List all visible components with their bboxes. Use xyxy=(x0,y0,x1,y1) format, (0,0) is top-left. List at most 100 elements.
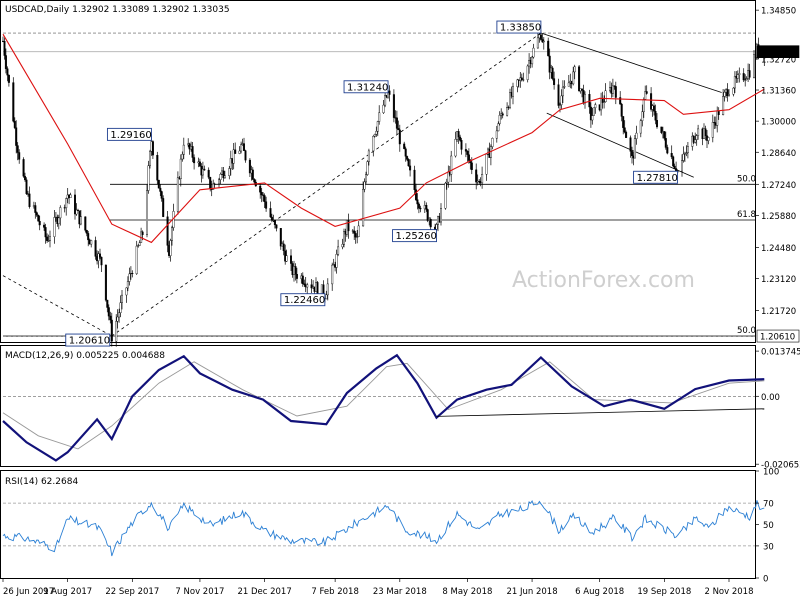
candle-body xyxy=(242,143,245,151)
macd-line xyxy=(2,353,765,462)
candle-body xyxy=(629,137,632,152)
candle-body xyxy=(384,95,387,106)
candle-body xyxy=(512,86,515,97)
x-tick-label: 19 Sep 2018 xyxy=(637,587,691,597)
candle-body xyxy=(73,194,76,215)
candle-body xyxy=(459,136,462,141)
candle-body xyxy=(275,224,278,229)
fib-level-label: 50.0 xyxy=(737,174,756,184)
candle-body xyxy=(375,131,378,135)
candle-body xyxy=(409,165,412,171)
x-tick-label: 21 Dec 2017 xyxy=(237,587,291,597)
candle-body xyxy=(403,143,406,149)
candle-body xyxy=(532,47,535,58)
candle-body xyxy=(697,128,700,136)
candle-body xyxy=(354,233,357,238)
candle-body xyxy=(481,173,484,184)
candle-body xyxy=(212,183,215,190)
level-annotation-box xyxy=(343,80,389,94)
candle-body xyxy=(744,79,747,81)
candle-body xyxy=(326,283,329,296)
candle-body xyxy=(559,104,562,106)
candle-body xyxy=(301,275,304,284)
candle-body xyxy=(37,214,40,222)
price-axis-tag-label: 1.20610 xyxy=(760,333,795,343)
candle-body xyxy=(611,85,614,94)
candle-body xyxy=(444,182,447,209)
candle-body xyxy=(13,120,16,128)
candle-body xyxy=(435,224,438,230)
candle-body xyxy=(450,155,453,175)
x-tick-label: 21 Jun 2018 xyxy=(506,587,557,597)
candle-body xyxy=(104,264,107,301)
candle-body xyxy=(228,168,231,177)
candle-body xyxy=(753,54,756,78)
x-tick-label: 26 Jun 2017 xyxy=(3,587,54,597)
price-axis-tag xyxy=(756,329,800,343)
candle-body xyxy=(673,165,676,169)
candle-body xyxy=(238,150,241,154)
level-annotation-text: 1.20610 xyxy=(69,336,110,347)
candle-body xyxy=(664,138,667,148)
candle-body xyxy=(285,255,288,262)
candle-body xyxy=(425,204,428,210)
candle-body xyxy=(557,84,560,106)
candle-body xyxy=(110,319,113,342)
candle-body xyxy=(310,284,313,289)
candle-body xyxy=(138,242,141,246)
price-panel-frame xyxy=(0,0,756,343)
candle-body xyxy=(90,240,93,245)
candle-body xyxy=(176,177,179,212)
candle-body xyxy=(120,294,123,304)
candle-body xyxy=(711,122,714,138)
rsi-tick-label: 30 xyxy=(763,542,774,552)
candle-body xyxy=(635,132,638,139)
candle-body xyxy=(193,157,196,164)
candle-body xyxy=(541,39,544,43)
candle-body xyxy=(498,114,501,124)
candle-body xyxy=(109,315,112,321)
candle-body xyxy=(316,282,319,296)
candle-body xyxy=(406,156,409,160)
candle-body xyxy=(578,66,581,91)
candle-body xyxy=(522,79,525,81)
candle-body xyxy=(485,153,488,175)
candle-body xyxy=(159,187,162,192)
candle-body xyxy=(145,190,148,235)
candle-body xyxy=(654,110,657,121)
candle-body xyxy=(656,119,659,128)
price-axis-tag-label: 1.33035 xyxy=(760,48,795,58)
candle-body xyxy=(363,181,366,190)
candle-body xyxy=(501,113,504,116)
candle-body xyxy=(191,146,194,158)
level-annotation-text: 1.27810 xyxy=(637,173,678,184)
candle-body xyxy=(234,149,237,154)
candle-body xyxy=(491,137,494,147)
candle-body xyxy=(251,169,254,180)
candle-body xyxy=(160,191,163,199)
candle-body xyxy=(53,217,56,237)
candle-body xyxy=(179,158,182,180)
candle-body xyxy=(464,149,467,152)
candle-body xyxy=(560,95,563,105)
candle-body xyxy=(135,245,138,274)
candle-body xyxy=(707,137,710,141)
candle-body xyxy=(506,106,509,116)
candle-body xyxy=(87,233,90,241)
fib-level-label: 61.8 xyxy=(737,210,756,220)
candle-body xyxy=(745,78,748,80)
candle-body xyxy=(460,140,463,150)
candle-body xyxy=(265,201,268,209)
candle-body xyxy=(567,82,570,87)
candle-body xyxy=(15,127,18,146)
candle-body xyxy=(726,89,729,97)
candle-body xyxy=(116,316,119,322)
candle-body xyxy=(279,227,282,247)
candle-body xyxy=(306,284,309,288)
candle-body xyxy=(65,198,68,208)
candle-body xyxy=(98,253,101,258)
macd-tick-label: 0.013745 xyxy=(761,348,800,358)
candle-body xyxy=(426,209,429,221)
candle-body xyxy=(650,93,653,110)
rsi-tick-label: 0 xyxy=(763,575,768,585)
